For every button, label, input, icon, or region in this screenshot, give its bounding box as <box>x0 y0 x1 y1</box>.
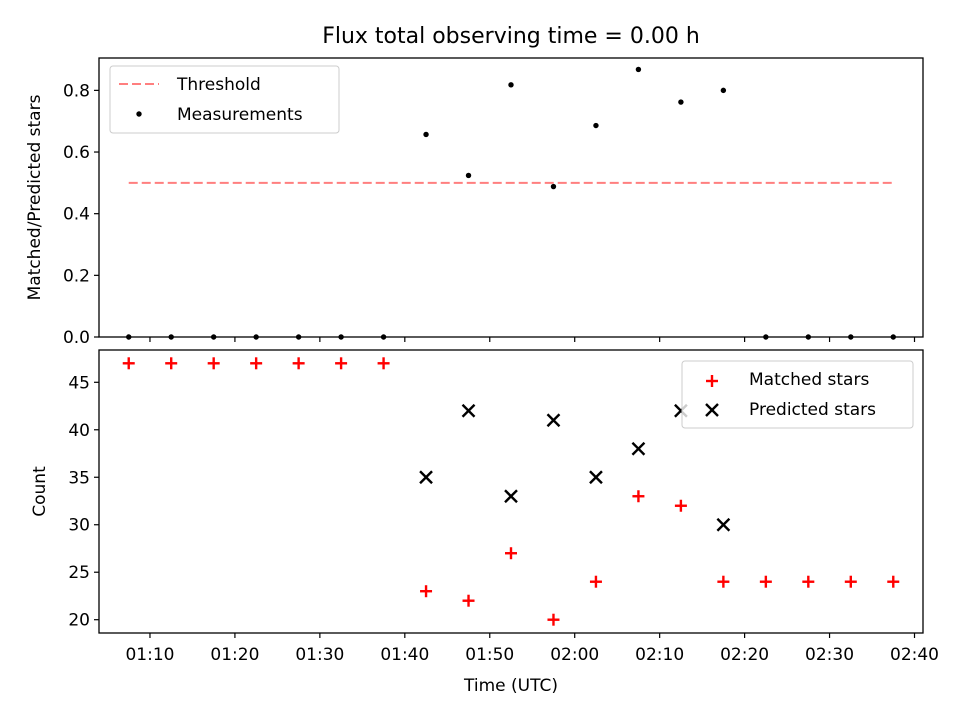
x-tick-label: 02:20 <box>720 645 769 665</box>
measurement-point <box>805 334 812 340</box>
matched-star-point <box>420 585 433 598</box>
x-tick-label: 01:40 <box>380 645 429 665</box>
matched-star-point <box>250 357 263 370</box>
measurement-point <box>465 172 472 179</box>
y-tick-label: 0.0 <box>63 328 90 348</box>
marker-stroke <box>716 517 731 532</box>
chart-title: Flux total observing time = 0.00 h <box>322 24 700 49</box>
x-tick-label: 01:20 <box>210 645 259 665</box>
top-legend-box <box>109 65 340 134</box>
predicted-star-point <box>716 517 731 532</box>
matched-star-point <box>505 547 517 560</box>
measurement-point <box>635 66 642 73</box>
predicted-star-point <box>546 413 561 428</box>
count-points <box>122 357 900 626</box>
matched-star-point <box>122 357 135 370</box>
measurement-point <box>890 334 896 340</box>
measurement-point <box>550 183 557 190</box>
x-tick-label: 02:40 <box>890 645 939 665</box>
matched-star-point <box>462 594 475 607</box>
y-tick-label: 0.8 <box>63 81 90 101</box>
matched-star-point <box>335 357 348 370</box>
matched-star-point <box>887 575 900 588</box>
top-legend: Threshold Measurements <box>109 65 340 134</box>
matched-star-point <box>589 575 602 588</box>
top-x-ticks <box>149 337 916 342</box>
measurement-point <box>763 334 769 340</box>
legend-matched-swatch <box>706 375 718 387</box>
legend-matched-label: Matched stars <box>749 370 869 390</box>
bottom-y-axis: 20 25 30 35 40 45 <box>68 373 99 631</box>
matched-star-point <box>717 575 730 588</box>
measurement-point <box>168 334 174 340</box>
x-tick-label: 01:30 <box>295 645 344 665</box>
legend-predicted-label: Predicted stars <box>749 400 876 420</box>
matched-star-point <box>207 357 220 370</box>
y-tick-label: 25 <box>68 563 90 583</box>
predicted-star-point <box>461 403 476 418</box>
y-tick-label: 0.2 <box>63 266 90 286</box>
marker-stroke <box>631 441 646 456</box>
predicted-star-point <box>504 489 518 504</box>
legend-threshold-label: Threshold <box>176 75 261 95</box>
x-tick-label: 01:10 <box>125 645 174 665</box>
matched-star-point <box>674 499 687 512</box>
measurement-point <box>126 334 132 340</box>
predicted-star-point <box>419 470 433 485</box>
measurement-point <box>678 99 684 105</box>
measurement-point <box>593 122 599 129</box>
y-tick-label: 0.4 <box>63 205 90 225</box>
matched-star-point <box>802 575 815 588</box>
bottom-panel: 20 25 30 35 40 45 01:10 01:20 01:30 01:40 01:50 02… <box>30 349 939 696</box>
measurement-point <box>338 334 344 340</box>
matched-star-point <box>844 575 857 588</box>
matched-star-point <box>547 613 560 626</box>
x-tick-label: 02:10 <box>635 645 684 665</box>
matched-star-point <box>377 357 390 370</box>
x-tick-label: 02:00 <box>550 645 599 665</box>
top-y-label: Matched/Predicted stars <box>25 94 45 300</box>
matched-star-point <box>759 575 772 588</box>
marker-stroke <box>461 403 476 418</box>
measurement-point <box>508 82 514 88</box>
x-tick-label: 01:50 <box>465 645 514 665</box>
top-plot-frame <box>98 57 924 338</box>
y-tick-label: 45 <box>68 373 90 393</box>
legend-measurements-swatch <box>136 111 142 117</box>
bottom-plot-frame <box>98 349 924 634</box>
bottom-legend-box <box>681 360 914 429</box>
y-tick-label: 0.6 <box>63 143 90 163</box>
measurement-point <box>423 131 429 138</box>
marker-stroke <box>546 413 561 428</box>
top-y-axis: 0.0 0.2 0.4 0.6 0.8 <box>63 81 99 348</box>
y-tick-label: 40 <box>68 421 90 441</box>
matched-star-point <box>165 357 178 370</box>
x-axis-label: Time (UTC) <box>463 676 558 696</box>
matched-star-point <box>292 357 305 370</box>
y-tick-label: 20 <box>68 611 90 631</box>
measurement-point <box>210 334 217 340</box>
measurement-point <box>253 334 259 340</box>
marker-stroke <box>419 470 433 485</box>
measurement-point <box>380 334 387 340</box>
predicted-star-point <box>631 441 646 456</box>
legend-predicted-swatch <box>705 403 719 417</box>
bottom-x-axis: 01:10 01:20 01:30 01:40 01:50 02:00 02:10 02:20… <box>125 633 939 665</box>
legend-measurements-label: Measurements <box>177 105 303 125</box>
y-tick-label: 35 <box>68 468 90 488</box>
measurement-point <box>295 334 302 340</box>
marker-stroke <box>589 470 603 485</box>
bottom-y-label: Count <box>30 466 50 517</box>
measurement-point <box>848 334 854 340</box>
bottom-legend: Matched stars Predicted stars <box>681 360 914 429</box>
measurement-point <box>720 87 727 94</box>
predicted-star-point <box>589 470 603 485</box>
marker-stroke <box>504 489 518 504</box>
measurement-points <box>126 66 896 340</box>
top-panel: 0.00.20.40.60.8 Matched/Predicted stars … <box>25 57 924 348</box>
matched-star-point <box>632 490 645 503</box>
y-tick-label: 30 <box>68 516 90 536</box>
x-tick-label: 02:30 <box>805 645 854 665</box>
